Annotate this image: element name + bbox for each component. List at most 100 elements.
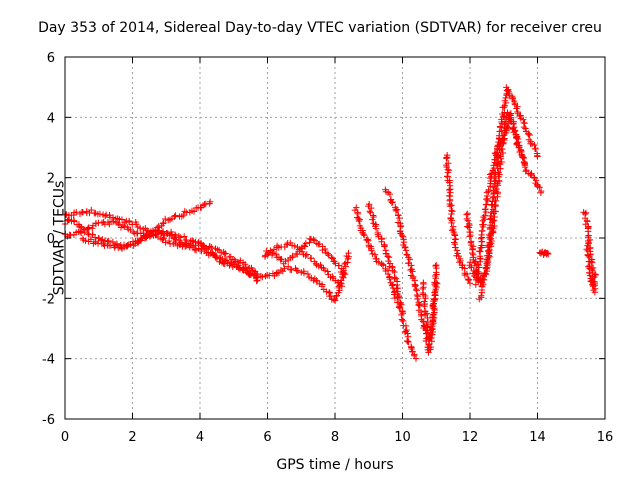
data-point: [83, 226, 91, 233]
data-point: [355, 217, 363, 225]
data-point: [431, 279, 438, 286]
data-point: [76, 223, 84, 230]
data-point: [361, 232, 368, 239]
data-point: [465, 276, 473, 283]
data-point: [457, 257, 464, 265]
data-point: [253, 277, 260, 285]
data-marks: [61, 84, 599, 362]
series-sat-f: [261, 239, 345, 290]
data-point: [321, 245, 329, 253]
data-point: [391, 274, 398, 282]
data-point: [513, 135, 520, 142]
data-point: [496, 128, 503, 135]
data-point: [203, 244, 210, 252]
y-tick-label: 0: [47, 232, 55, 247]
data-point: [536, 184, 543, 191]
data-point: [481, 212, 489, 219]
data-point: [401, 243, 408, 251]
x-tick-label: 4: [196, 430, 204, 445]
data-point: [456, 258, 463, 266]
series-sat-k: [419, 261, 440, 343]
series-sat-l: [443, 151, 474, 287]
data-point: [429, 325, 436, 332]
data-point: [430, 303, 437, 310]
data-point: [143, 232, 150, 239]
data-point: [584, 218, 591, 225]
data-point: [482, 271, 490, 278]
data-point: [340, 274, 347, 281]
data-point: [464, 210, 471, 218]
data-point: [318, 283, 326, 290]
data-point: [499, 149, 507, 157]
data-point: [384, 270, 392, 278]
data-point: [448, 219, 455, 227]
data-point: [469, 249, 476, 257]
data-point: [412, 286, 420, 293]
data-point: [485, 248, 492, 255]
x-tick-label: 16: [597, 430, 614, 445]
data-point: [404, 330, 411, 337]
data-point: [364, 236, 371, 243]
data-point: [431, 272, 439, 280]
data-point: [368, 204, 375, 212]
chart-title: Day 353 of 2014, Sidereal Day-to-day VTE…: [38, 20, 602, 36]
data-point: [433, 261, 440, 269]
data-point: [523, 166, 530, 174]
data-point: [431, 289, 438, 296]
series-sat-a: [62, 198, 214, 240]
data-point: [449, 208, 456, 215]
data-point: [388, 199, 396, 206]
data-point: [88, 206, 95, 214]
data-point: [330, 296, 338, 303]
series-sat-b: [61, 206, 261, 285]
data-point: [391, 291, 398, 298]
data-point: [154, 224, 161, 231]
data-point: [399, 233, 407, 240]
data-point: [402, 244, 409, 251]
data-point: [389, 198, 396, 206]
data-point: [341, 260, 348, 268]
data-point: [371, 251, 379, 258]
data-point: [80, 225, 87, 233]
data-point: [430, 314, 438, 322]
data-point: [466, 280, 474, 287]
data-point: [283, 241, 291, 248]
data-point: [483, 201, 490, 208]
data-point: [389, 267, 397, 274]
data-point: [502, 118, 509, 125]
data-point: [291, 242, 298, 250]
data-point: [500, 104, 508, 111]
data-point: [392, 207, 400, 215]
data-point: [446, 179, 453, 186]
data-point: [521, 120, 528, 127]
data-point: [447, 215, 455, 223]
data-point: [162, 215, 169, 223]
data-point: [307, 255, 315, 262]
data-point: [411, 283, 419, 290]
data-point: [455, 252, 462, 260]
data-point: [178, 213, 185, 220]
data-point: [96, 210, 104, 218]
data-point: [430, 311, 437, 319]
data-point: [288, 266, 295, 274]
data-point: [421, 303, 428, 310]
data-point: [491, 197, 499, 205]
data-point: [403, 251, 410, 258]
data-point: [331, 297, 339, 304]
data-point: [480, 221, 487, 228]
data-point: [448, 210, 455, 218]
data-point: [65, 216, 73, 223]
data-point: [124, 242, 131, 249]
data-point: [327, 292, 335, 300]
data-point: [186, 242, 193, 249]
data-point: [333, 292, 340, 300]
data-point: [165, 237, 173, 245]
data-point: [498, 158, 505, 166]
data-point: [450, 239, 458, 246]
series-sat-o: [466, 110, 528, 288]
data-point: [221, 250, 228, 258]
data-point: [448, 202, 455, 209]
data-point: [487, 232, 494, 240]
data-point: [432, 262, 439, 270]
